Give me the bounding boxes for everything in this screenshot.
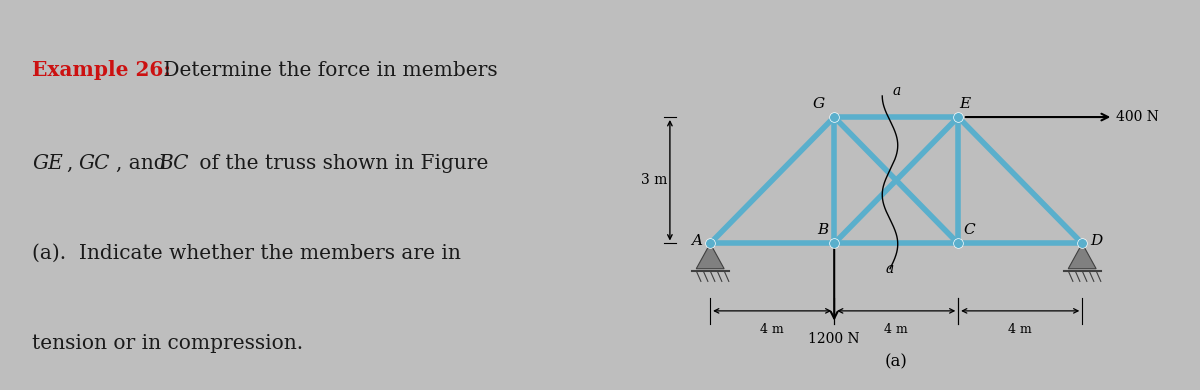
Text: B: B [817, 223, 829, 237]
Text: BC: BC [158, 154, 190, 173]
Text: 1200 N: 1200 N [809, 332, 860, 346]
Text: 400 N: 400 N [1116, 110, 1159, 124]
Text: 4 m: 4 m [1008, 323, 1032, 336]
Text: 4 m: 4 m [884, 323, 908, 336]
Text: (a): (a) [884, 353, 907, 370]
Text: GC: GC [78, 154, 110, 173]
Text: ,: , [67, 154, 80, 173]
Text: C: C [964, 223, 974, 237]
Text: , and: , and [115, 154, 173, 173]
Polygon shape [1068, 243, 1096, 269]
Text: E: E [959, 97, 970, 111]
Text: D: D [1090, 234, 1103, 248]
Polygon shape [696, 243, 724, 269]
Text: GE: GE [32, 154, 62, 173]
Text: a: a [892, 84, 900, 98]
Text: a: a [886, 262, 894, 277]
Text: Determine the force in members: Determine the force in members [157, 61, 498, 80]
Text: 3 m: 3 m [641, 173, 667, 187]
Text: G: G [812, 97, 824, 111]
Text: Example 26:: Example 26: [32, 60, 170, 80]
Text: A: A [691, 234, 702, 248]
Text: tension or in compression.: tension or in compression. [32, 334, 304, 353]
Text: of the truss shown in Figure: of the truss shown in Figure [192, 154, 488, 173]
Text: (a).  Indicate whether the members are in: (a). Indicate whether the members are in [32, 244, 461, 263]
Text: 4 m: 4 m [761, 323, 784, 336]
